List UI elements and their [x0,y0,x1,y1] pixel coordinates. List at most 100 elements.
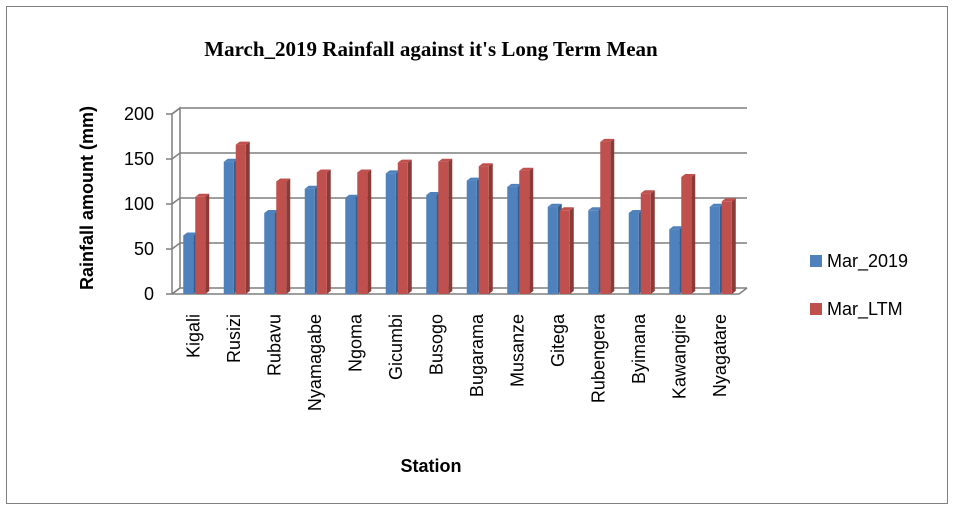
bar-Mar_2019-Byimana [628,210,643,294]
bar-top [183,232,198,236]
bar-side [488,163,493,294]
bar-Mar_2019-Ngoma [345,194,360,294]
floor-edge [172,287,748,295]
bar-front [709,206,720,294]
x-tick-label-Kigali: Kigali [183,314,203,358]
bar-Mar_2019-Rusizi [223,158,238,294]
x-tick-label-Kawangire: Kawangire [669,314,689,399]
bar-side [610,138,615,294]
x-tick-label-Rubavu: Rubavu [264,314,284,376]
bar-front [681,177,692,294]
y-tick-label-0: 0 [144,284,154,304]
bar-Mar_2019-Kawangire [669,226,684,294]
bar-front [438,161,449,294]
bar-side [367,169,372,294]
chart-frame: March_2019 Rainfall against it's Long Te… [6,6,948,504]
bar-Mar_2019-Gitega [547,203,562,294]
bar-top [276,178,291,182]
bar-Mar_2019-Musanze [507,183,522,294]
x-tick-label-Musanze: Musanze [507,314,527,387]
x-tick-label-Rusizi: Rusizi [224,314,244,363]
x-tick-label-Byimana: Byimana [629,313,649,384]
bar-front [276,181,287,294]
bar-side [245,141,250,294]
y-axis-title: Rainfall amount (mm) [77,106,97,290]
bar-front [600,141,611,294]
legend-swatch-Mar_LTM [810,303,822,315]
bar-top [397,159,412,163]
bar-Mar_LTM-Bugarama [478,163,493,294]
bar-Mar_LTM-Gicumbi [397,159,412,294]
x-tick-label-Bugarama: Bugarama [467,313,487,397]
bar-top [426,192,441,195]
bar-front [316,172,327,294]
gridline-100 [171,197,747,205]
x-tick-label-Nyamagabe: Nyamagabe [305,314,325,411]
bar-top [669,226,684,230]
bar-front [357,172,368,294]
y-tick-label-150: 150 [124,149,154,169]
bar-top [519,167,534,171]
bar-Mar_2019-Nyagatare [709,203,724,294]
x-tick-label-Gitega: Gitega [548,313,568,367]
bar-top [466,177,481,181]
bar-front [385,173,396,294]
bar-front [264,213,275,294]
legend-label-Mar_2019: Mar_2019 [827,251,908,272]
bar-front [478,166,489,294]
bar-Mar_LTM-Ngoma [357,169,372,294]
gridline-0 [171,287,747,295]
x-tick-label-Busogo: Busogo [426,314,446,375]
bar-Mar_2019-Busogo [426,192,441,294]
gridline-50 [171,242,747,250]
bar-side [286,178,291,294]
bar-Mar_LTM-Busogo [438,158,453,294]
bar-side [650,190,655,294]
bar-front [304,188,315,294]
bar-Mar_LTM-Rubengera [600,138,615,294]
bar-top [345,194,360,198]
bar-side [326,169,331,294]
x-tick-label-Gicumbi: Gicumbi [386,314,406,380]
bar-front [559,210,570,294]
bar-top [709,203,724,207]
bar-side [731,198,736,294]
bar-front [397,162,408,294]
bar-front [426,195,437,294]
bar-Mar_LTM-Kigali [195,193,210,294]
bar-side [569,207,574,294]
gridline-150 [171,152,747,160]
y-tick-label-50: 50 [134,239,154,259]
bar-Mar_LTM-Byimana [640,190,655,294]
bar-side [691,174,696,294]
bar-front [235,144,246,294]
bar-Mar_LTM-Rusizi [235,141,250,294]
bar-top [559,207,574,211]
bar-front [519,170,530,294]
bar-side [205,193,210,294]
bar-top [195,193,210,197]
bar-Mar_2019-Rubavu [264,210,279,294]
bar-top [223,158,238,162]
bar-side [529,167,534,294]
bar-Mar_LTM-Nyamagabe [316,169,331,294]
bar-Mar_LTM-Nyagatare [721,198,736,294]
bar-top [478,163,493,167]
legend-swatch-Mar_2019 [810,255,822,267]
bar-top [640,190,655,194]
bar-front [640,193,651,294]
bar-top [235,141,250,145]
bar-top [304,185,319,189]
bar-side [448,158,453,294]
bar-front [223,161,234,294]
x-axis-title: Station [401,456,462,476]
bar-Mar_2019-Rubengera [588,207,603,294]
bar-top [628,210,643,213]
gridline-200 [171,107,747,115]
legend-label-Mar_LTM: Mar_LTM [827,299,903,320]
y-tick-label-100: 100 [124,194,154,214]
bar-front [345,197,356,294]
legend: Mar_2019 Mar_LTM [810,251,908,320]
bar-Mar_LTM-Rubavu [276,178,291,294]
bar-front [507,186,518,294]
